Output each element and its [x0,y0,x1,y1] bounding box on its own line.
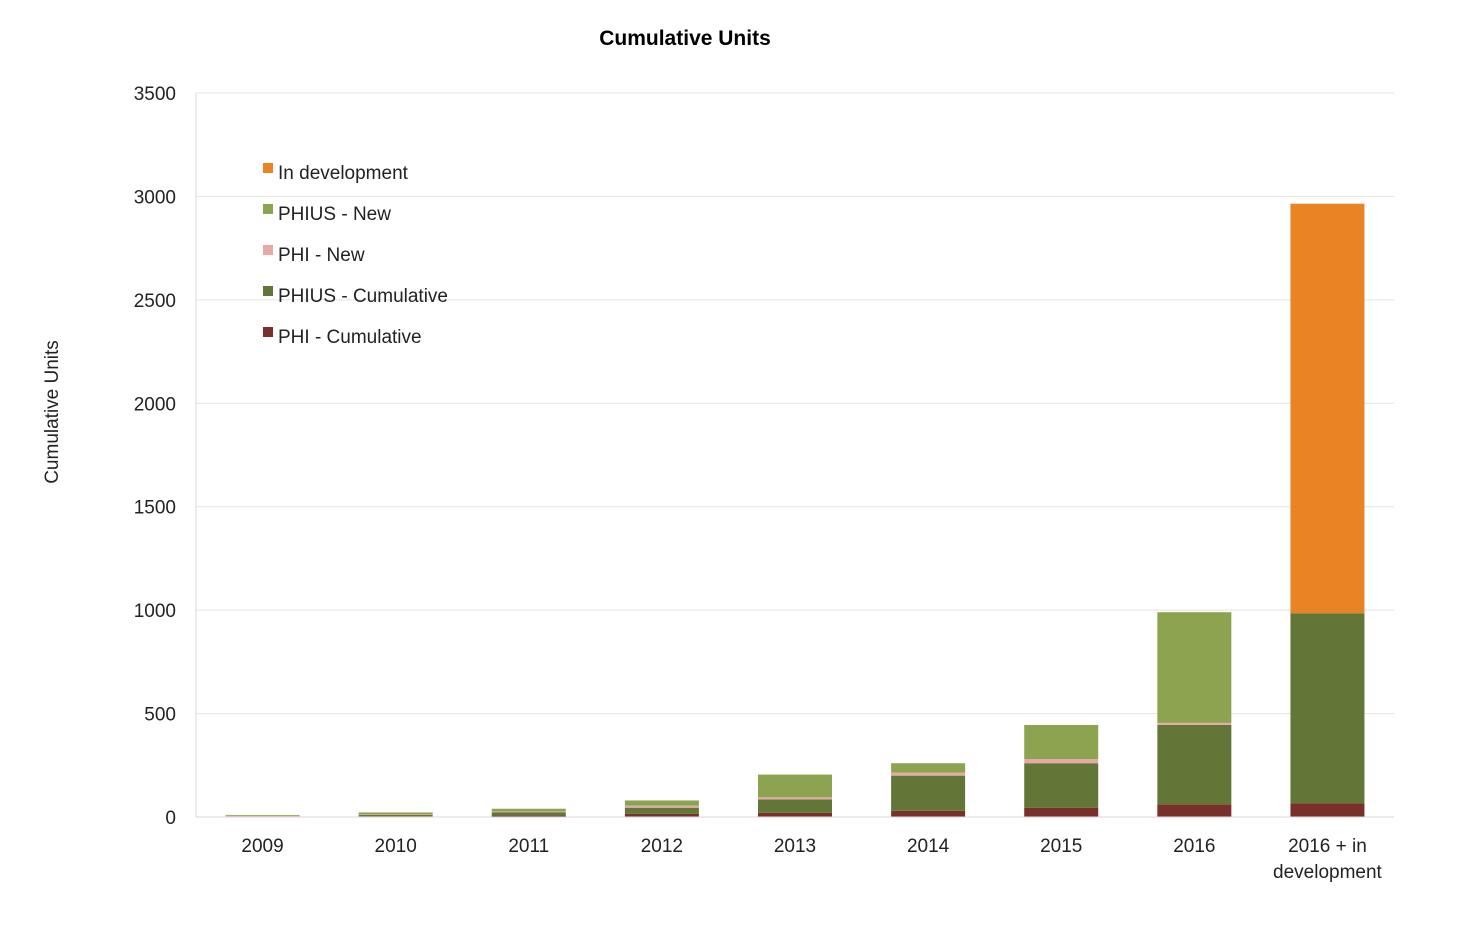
y-axis-label: Cumulative Units [42,340,63,484]
bar-segment-phius-new [758,774,832,798]
bar-segment-phi-new [891,772,966,776]
bar-segment-phius-cumulative [758,799,832,813]
y-tick-label: 3500 [134,84,176,105]
legend-label: In development [278,163,409,184]
bar-segment-phi-new [1024,759,1099,764]
legend-swatch [263,245,273,255]
chart-title: Cumulative Units [599,27,771,50]
bar-segment-phi-new [758,797,832,800]
bar-segment-phi-cumulative [1157,804,1232,817]
y-tick-labels: 0 500 1000 1500 2000 2500 3000 3500 [134,84,176,829]
bar-segment-phi-cumulative [624,813,699,817]
legend-swatch [263,204,273,214]
legend-swatch [263,327,273,337]
y-tick-label: 500 [144,705,176,726]
bar-segment-phi-cumulative [1290,803,1365,817]
bar-segment-phi-new [1157,722,1232,725]
legend-label: PHI - New [278,245,365,266]
y-tick-label: 3000 [134,187,176,208]
x-tick-label: 2016 + in development [1273,836,1383,883]
bars [225,203,1365,818]
bar-segment-phius-new [225,814,300,816]
bar-segment-phius-new [1024,724,1099,760]
bar-segment-phius-cumulative [491,812,566,816]
legend-label: PHIUS - Cumulative [278,286,448,307]
x-tick-label: 2010 [375,836,417,857]
y-tick-label: 1500 [134,498,176,519]
bar-segment-phius-cumulative [891,775,966,811]
bar-segment-phi-new [624,805,699,808]
y-tick-label: 2500 [134,291,176,312]
bar-segment-phius-cumulative [1290,613,1365,804]
bar-segment-in-development [1290,203,1365,614]
x-tick-label: 2014 [907,836,950,857]
legend-swatch [263,163,273,173]
bar-segment-phi-cumulative [758,812,832,817]
legend-swatch [263,286,273,296]
bar-segment-phi-cumulative [1024,807,1099,817]
bar-segment-phi-new [491,811,566,813]
bar-segment-phius-new [624,800,699,806]
legend: In development PHIUS - New PHI - New PHIUS … [263,163,448,348]
bar-segment-phius-new [358,812,433,815]
x-tick-label: 2011 [508,836,549,857]
bar-segment-phius-new [891,763,966,773]
x-tick-label: 2013 [774,836,816,857]
x-tick-label: 2016 [1173,836,1215,857]
x-tick-label: 2009 [241,836,283,857]
y-tick-label: 0 [165,808,176,829]
axes [195,93,1394,818]
bar-segment-phi-cumulative [491,815,566,817]
bar-segment-phius-new [491,808,566,812]
x-tick-labels: 2009 2010 2011 2012 2013 2014 2015 2016 2016 + i… [241,836,1382,883]
bar-segment-phi-new [358,814,433,815]
bar-segment-phius-cumulative [1157,724,1232,805]
gridlines [196,92,1394,715]
y-tick-label: 2000 [134,394,176,415]
bar-segment-phi-cumulative [891,810,966,817]
x-tick-label: 2012 [641,836,683,857]
bar-segment-phius-cumulative [358,814,433,817]
bar-segment-phius-cumulative [1024,763,1099,808]
bar-segment-phi-new [225,815,300,817]
legend-label: PHIUS - New [278,204,391,225]
x-tick-label: 2015 [1040,836,1082,857]
legend-label: PHI - Cumulative [278,327,422,348]
y-tick-label: 1000 [134,601,176,622]
bar-segment-phius-cumulative [624,807,699,814]
bar-segment-phius-new [1157,612,1232,723]
